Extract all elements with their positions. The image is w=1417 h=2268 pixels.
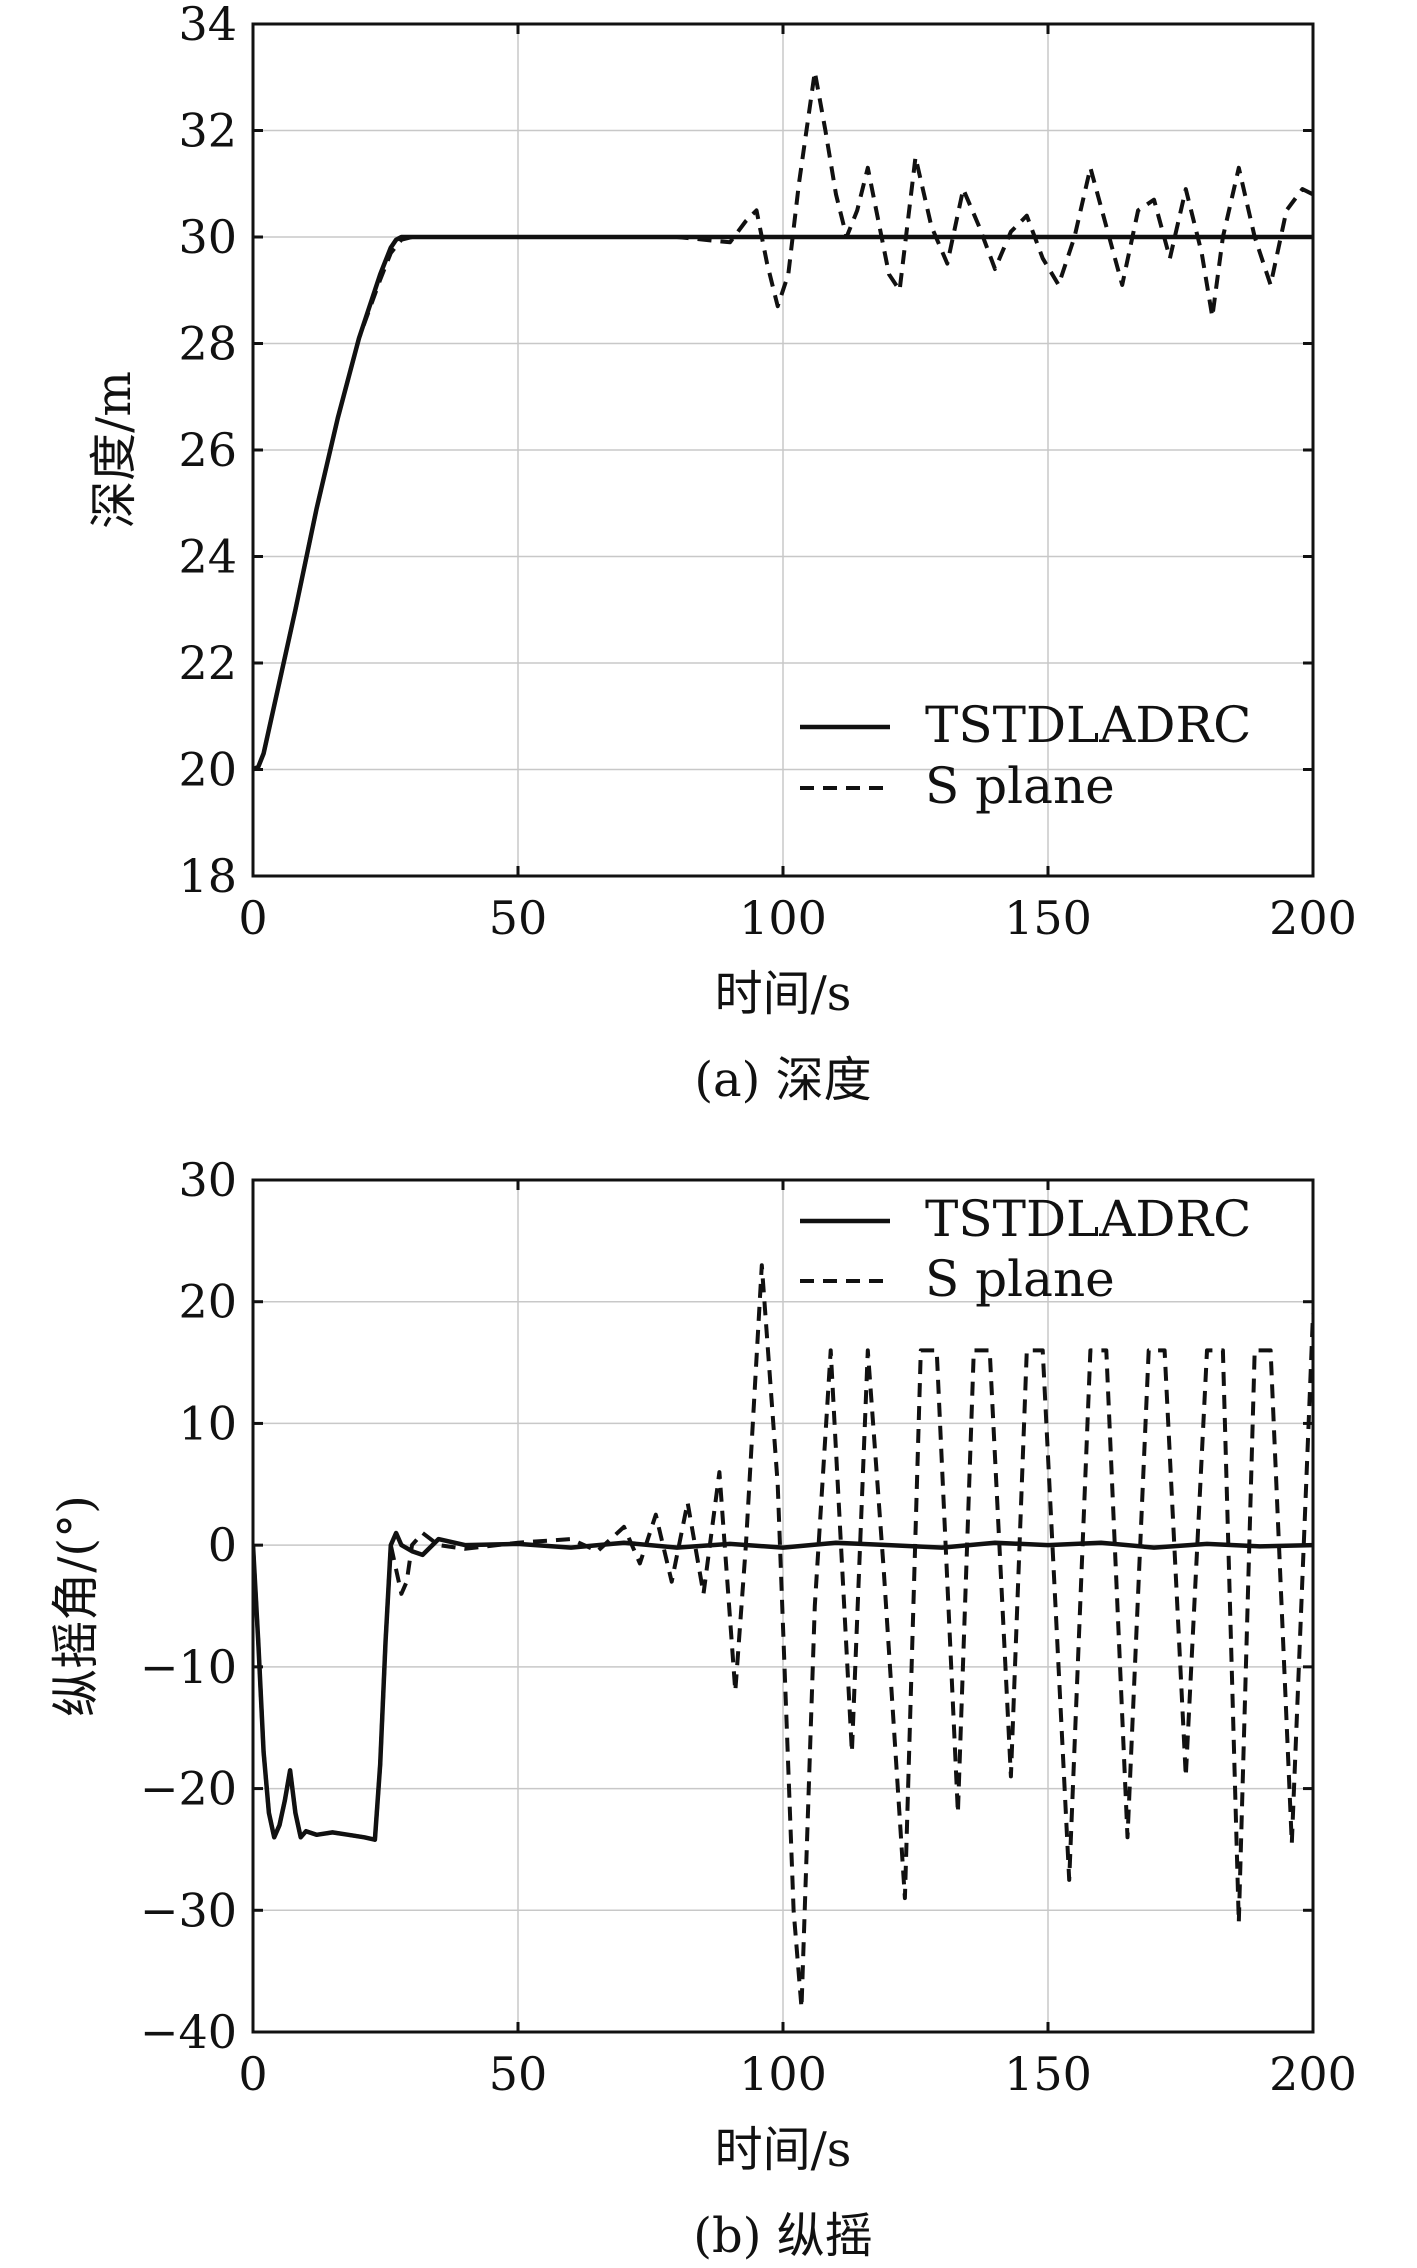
pitch-y-tick-label: 30 xyxy=(178,1153,237,1207)
pitch-x-tick-label: 0 xyxy=(238,2047,267,2101)
depth-x-tick-label: 50 xyxy=(489,891,548,945)
pitch-y-tick-label: 0 xyxy=(208,1518,237,1572)
depth-y-tick-label: 22 xyxy=(178,636,237,690)
depth-y-tick-label: 20 xyxy=(178,743,237,797)
depth-legend-s-plane: S plane xyxy=(925,757,1115,815)
depth-y-tick-label: 34 xyxy=(178,0,237,51)
depth-legend-tstdladrc: TSTDLADRC xyxy=(925,696,1251,754)
depth-x-tick-label: 0 xyxy=(238,891,267,945)
pitch-y-tick-label: −40 xyxy=(140,2005,237,2059)
depth-y-axis-label: 深度/m xyxy=(86,371,142,529)
pitch-x-tick-label: 200 xyxy=(1269,2047,1357,2101)
depth-chart: 0 50 100 150 200 18 20 22 24 26 28 30 32 34 时间/s 深度/… xyxy=(86,0,1357,1108)
depth-caption: (a) 深度 xyxy=(694,1052,871,1108)
pitch-y-tick-label: 10 xyxy=(178,1396,237,1450)
depth-y-tick-labels: 18 20 22 24 26 28 30 32 34 xyxy=(178,0,237,903)
depth-legend: TSTDLADRC S plane xyxy=(800,696,1251,815)
pitch-series-layer xyxy=(253,1263,1313,2010)
pitch-caption: (b) 纵摇 xyxy=(693,2208,872,2264)
depth-x-axis-label: 时间/s xyxy=(715,966,852,1022)
pitch-y-tick-label: −20 xyxy=(140,1762,237,1816)
pitch-y-axis-label: 纵摇角/(°) xyxy=(48,1495,104,1717)
pitch-y-tick-labels: 30 20 10 0 −10 −20 −30 −40 xyxy=(140,1153,237,2059)
depth-x-tick-label: 200 xyxy=(1269,891,1357,945)
depth-y-tick-label: 26 xyxy=(178,423,237,477)
pitch-y-tick-label: −30 xyxy=(140,1883,237,1937)
depth-y-tick-label: 32 xyxy=(178,104,237,158)
pitch-legend-s-plane: S plane xyxy=(925,1250,1115,1308)
depth-x-tick-label: 100 xyxy=(739,891,827,945)
depth-x-tick-labels: 0 50 100 150 200 xyxy=(238,891,1357,945)
pitch-x-axis-label: 时间/s xyxy=(715,2122,852,2178)
pitch-y-tick-label: 20 xyxy=(178,1275,237,1329)
pitch-legend: TSTDLADRC S plane xyxy=(800,1190,1251,1308)
depth-series-layer xyxy=(253,69,1313,772)
pitch-y-tick-label: −10 xyxy=(140,1640,237,1694)
depth-x-tick-label: 150 xyxy=(1004,891,1092,945)
depth-y-tick-label: 18 xyxy=(178,849,237,903)
pitch-tick-marks xyxy=(251,1178,1315,2034)
pitch-legend-tstdladrc: TSTDLADRC xyxy=(925,1190,1251,1248)
depth-y-tick-label: 24 xyxy=(178,530,237,584)
pitch-x-tick-label: 150 xyxy=(1004,2047,1092,2101)
depth-series-s-plane-line xyxy=(253,69,1313,772)
pitch-series-tstdladrc-line xyxy=(253,1530,1313,1842)
depth-y-tick-label: 28 xyxy=(178,317,237,371)
depth-y-tick-label: 30 xyxy=(178,210,237,264)
pitch-x-tick-labels: 0 50 100 150 200 xyxy=(238,2047,1357,2101)
depth-series-tstdladrc-line xyxy=(253,234,1313,772)
pitch-x-tick-label: 100 xyxy=(739,2047,827,2101)
pitch-x-tick-label: 50 xyxy=(489,2047,548,2101)
depth-tick-marks xyxy=(251,22,1315,878)
